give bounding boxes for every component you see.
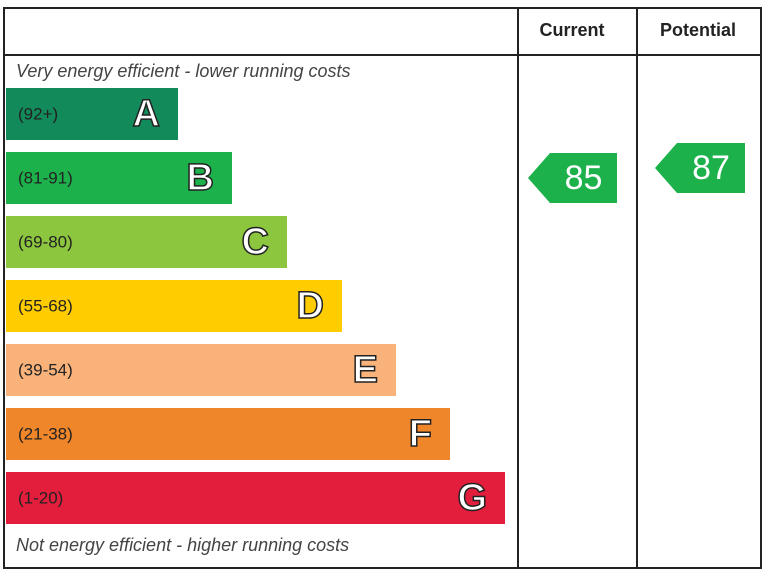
rating-arrow	[528, 153, 617, 203]
band-letter: G	[457, 477, 487, 519]
band-letter: A	[133, 93, 160, 135]
potential-header: Potential	[660, 20, 736, 40]
band-range: (21-38)	[18, 424, 73, 443]
band-range: (81-91)	[18, 168, 73, 187]
bottom-note: Not energy efficient - higher running co…	[16, 535, 349, 555]
rating-value: 87	[692, 149, 730, 187]
band-range: (1-20)	[18, 488, 63, 507]
rating-value: 85	[565, 159, 603, 197]
band-letter: B	[187, 157, 214, 199]
band-letter: E	[353, 349, 378, 391]
band-range: (69-80)	[18, 232, 73, 251]
band-range: (92+)	[18, 104, 58, 123]
current-header: Current	[539, 20, 604, 40]
band-bar	[6, 472, 505, 524]
band-range: (55-68)	[18, 296, 73, 315]
band-letter: D	[297, 285, 324, 327]
band-bar	[6, 152, 232, 204]
band-letter: F	[409, 413, 432, 455]
band-bar	[6, 280, 342, 332]
band-letter: C	[242, 221, 269, 263]
band-bar	[6, 408, 450, 460]
band-bar	[6, 88, 178, 140]
top-note: Very energy efficient - lower running co…	[16, 61, 351, 81]
band-range: (39-54)	[18, 360, 73, 379]
frame	[3, 7, 762, 569]
band-bar	[6, 344, 396, 396]
rating-arrow	[655, 143, 745, 193]
band-bar	[6, 216, 287, 268]
